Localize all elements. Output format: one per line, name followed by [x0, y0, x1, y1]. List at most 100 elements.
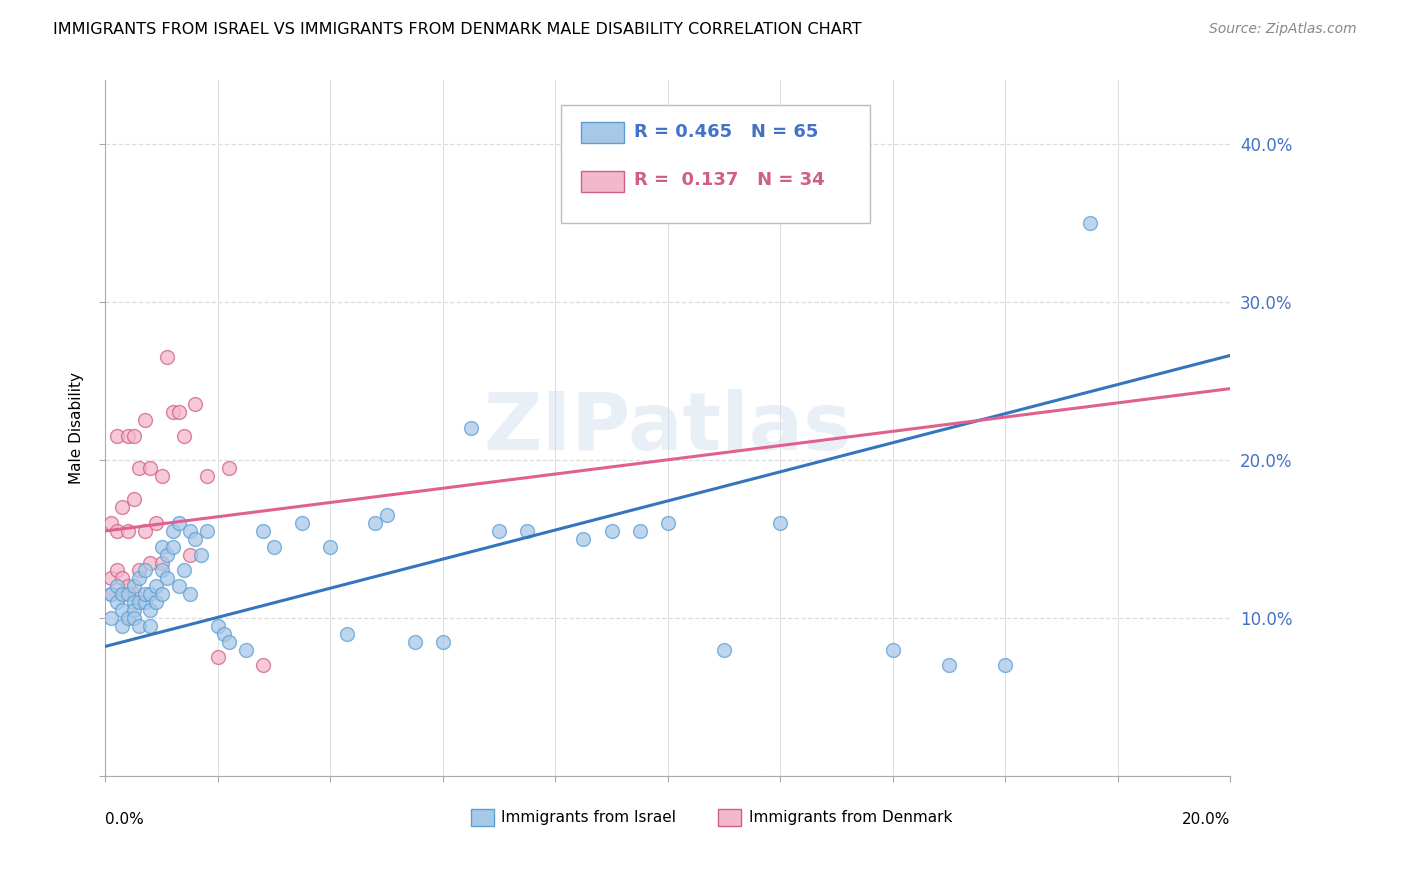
Point: [100, 587, 122, 601]
Point: [364, 516, 387, 530]
Point: [218, 634, 240, 648]
Bar: [718, 809, 741, 826]
Point: [111, 500, 134, 515]
Point: [218, 460, 240, 475]
Point: [150, 564, 173, 578]
Point: [100, 587, 122, 601]
Point: [139, 619, 162, 633]
Point: [375, 508, 398, 523]
Point: [235, 642, 257, 657]
Point: [657, 516, 679, 530]
Point: [105, 564, 128, 578]
Point: [145, 516, 167, 530]
Text: IMMIGRANTS FROM ISRAEL VS IMMIGRANTS FROM DENMARK MALE DISABILITY CORRELATION CH: IMMIGRANTS FROM ISRAEL VS IMMIGRANTS FRO…: [53, 22, 862, 37]
Point: [111, 603, 134, 617]
Point: [263, 540, 285, 554]
Point: [404, 634, 426, 648]
Point: [111, 587, 134, 601]
Point: [122, 492, 145, 507]
Y-axis label: Male Disability: Male Disability: [69, 372, 84, 484]
Point: [134, 413, 156, 427]
Point: [122, 429, 145, 443]
Point: [195, 468, 218, 483]
Point: [105, 429, 128, 443]
Point: [460, 421, 482, 435]
Point: [319, 540, 342, 554]
Point: [179, 587, 201, 601]
Point: [184, 397, 207, 411]
Point: [252, 524, 274, 538]
Point: [179, 548, 201, 562]
Point: [100, 571, 122, 585]
Point: [117, 587, 139, 601]
Point: [432, 634, 454, 648]
Point: [100, 516, 122, 530]
Point: [105, 595, 128, 609]
Text: Immigrants from Israel: Immigrants from Israel: [502, 810, 676, 825]
Point: [117, 429, 139, 443]
Point: [139, 556, 162, 570]
Point: [128, 595, 150, 609]
Bar: [471, 809, 494, 826]
Point: [128, 460, 150, 475]
Point: [117, 611, 139, 625]
Point: [882, 642, 904, 657]
Bar: [581, 122, 624, 143]
Point: [336, 626, 359, 640]
Point: [184, 532, 207, 546]
Point: [190, 548, 212, 562]
Point: [938, 658, 960, 673]
Point: [179, 524, 201, 538]
Point: [150, 468, 173, 483]
Point: [111, 571, 134, 585]
Point: [252, 658, 274, 673]
Point: [145, 595, 167, 609]
Point: [207, 619, 229, 633]
Point: [713, 642, 735, 657]
Point: [111, 587, 134, 601]
Point: [128, 571, 150, 585]
Point: [488, 524, 510, 538]
Point: [100, 611, 122, 625]
Point: [516, 524, 538, 538]
Point: [207, 650, 229, 665]
Point: [122, 611, 145, 625]
Point: [122, 595, 145, 609]
Point: [167, 579, 190, 593]
Point: [134, 564, 156, 578]
Point: [167, 516, 190, 530]
Bar: [581, 170, 624, 192]
Point: [117, 579, 139, 593]
Point: [139, 603, 162, 617]
Text: 0.0%: 0.0%: [105, 813, 145, 827]
Point: [1078, 216, 1101, 230]
Point: [291, 516, 314, 530]
Point: [139, 587, 162, 601]
Point: [134, 587, 156, 601]
Point: [122, 579, 145, 593]
Point: [600, 524, 623, 538]
Point: [139, 460, 162, 475]
Point: [128, 564, 150, 578]
Point: [173, 429, 195, 443]
Point: [212, 626, 235, 640]
Point: [195, 524, 218, 538]
Point: [105, 579, 128, 593]
Point: [134, 524, 156, 538]
Point: [134, 595, 156, 609]
Text: Immigrants from Denmark: Immigrants from Denmark: [749, 810, 952, 825]
Point: [628, 524, 651, 538]
Point: [150, 556, 173, 570]
Point: [162, 540, 184, 554]
Point: [167, 405, 190, 419]
Point: [122, 587, 145, 601]
Point: [162, 405, 184, 419]
Point: [122, 603, 145, 617]
Point: [173, 564, 195, 578]
Text: R = 0.465   N = 65: R = 0.465 N = 65: [634, 123, 818, 141]
Text: ZIPatlas: ZIPatlas: [484, 389, 852, 467]
Point: [156, 350, 179, 364]
Text: Source: ZipAtlas.com: Source: ZipAtlas.com: [1209, 22, 1357, 37]
Point: [150, 540, 173, 554]
Point: [769, 516, 792, 530]
